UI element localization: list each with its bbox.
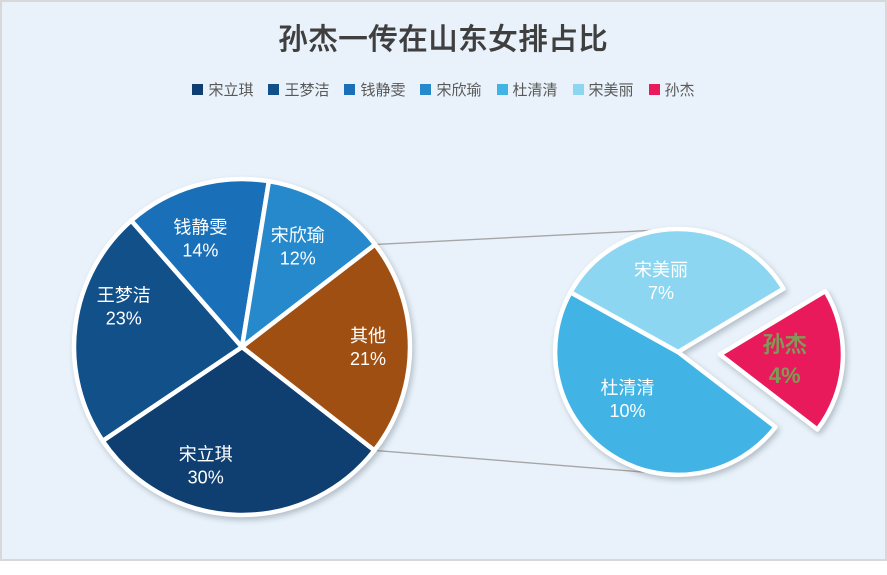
legend-item-4: 杜清清 [496,79,558,100]
legend-item-2: 钱静雯 [344,79,405,100]
main-pie-slice-钱静雯 [129,176,272,350]
legend-label: 宋美丽 [588,82,634,99]
series-connector-bottom [374,449,657,474]
main-pie-label-宋欣瑜: 宋欣瑜 12% [271,225,325,268]
legend-label: 孙杰 [664,82,695,99]
secondary-pie-label-孙杰: 孙杰 4% [763,332,807,388]
main-pie-slice-王梦洁 [71,218,245,444]
legend-item-5: 宋美丽 [572,79,634,100]
legend-item-0: 宋立琪 [192,79,253,100]
legend-swatch-icon [344,84,356,95]
main-pie-slices [71,176,413,518]
series-connectors [374,229,666,474]
series-connector-top [375,229,666,246]
legend-swatch-icon [192,84,204,95]
legend-label: 王梦洁 [284,82,330,99]
secondary-pie-label-杜清清: 杜清清 10% [601,378,655,421]
legend-item-6: 孙杰 [648,79,695,100]
legend-swatch-icon [648,84,660,95]
main-pie-label-宋立琪: 宋立琪 30% [179,445,233,488]
secondary-pie-slice-孙杰 [717,288,846,432]
legend: 宋立琪 王梦洁 钱静雯 宋欣瑜 杜清清 宋美丽 孙杰 [0,79,887,100]
secondary-pie-slice-杜清清 [552,290,778,478]
legend-swatch-icon [496,84,508,95]
chart-title: 孙杰一传在山东女排占比 [278,24,609,56]
legend-swatch-icon [268,84,280,95]
main-pie-labels: 宋立琪 30% 王梦洁 23% 钱静雯 14% 宋欣瑜 12% 其他 21% [97,218,386,488]
secondary-pie-slices [552,226,846,478]
main-pie-slice-宋立琪 [100,344,377,518]
main-pie-label-钱静雯: 钱静雯 14% [173,218,227,261]
secondary-pie-label-宋美丽: 宋美丽 7% [634,260,688,303]
secondary-pie-slice-宋美丽 [568,226,786,355]
secondary-pie-labels: 杜清清 10% 宋美丽 7% 孙杰 4% [601,260,807,421]
legend-label: 杜清清 [512,82,558,99]
legend-swatch-icon [572,84,584,95]
main-pie-label-王梦洁: 王梦洁 23% [97,285,151,328]
legend-label: 宋立琪 [208,82,254,99]
legend-item-1: 王梦洁 [268,79,329,100]
legend-item-3: 宋欣瑜 [420,79,482,100]
main-pie-slice-宋欣瑜 [239,178,378,350]
legend-swatch-icon [420,84,432,95]
legend-label: 宋欣瑜 [436,82,482,99]
main-pie-label-其他: 其他 21% [350,326,386,369]
main-pie-slice-其他 [239,242,413,453]
legend-label: 钱静雯 [360,82,406,99]
